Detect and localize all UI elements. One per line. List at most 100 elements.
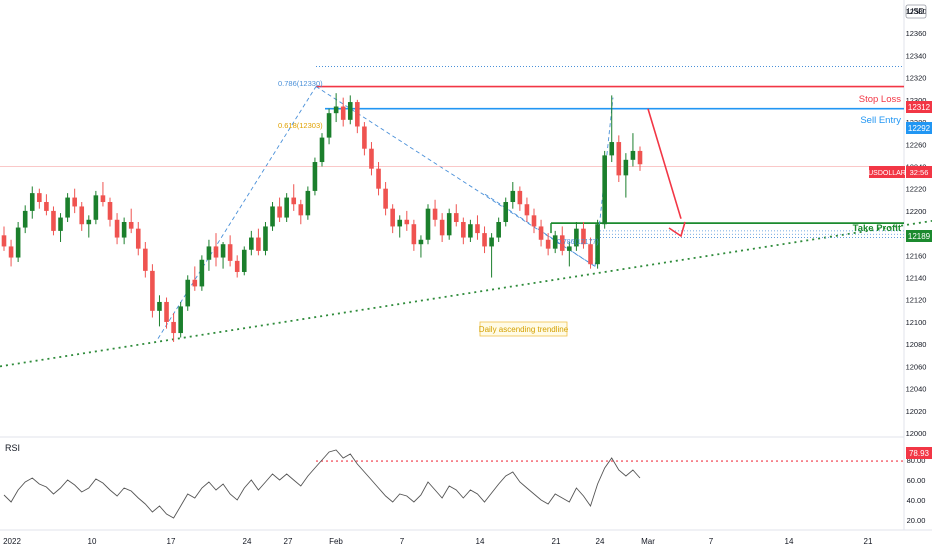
date-tick: 14 — [476, 537, 485, 546]
rsi-axis[interactable]: 80.00 60.00 40.00 20.00 — [907, 456, 926, 525]
candle-body — [581, 228, 586, 245]
candle-body — [425, 208, 431, 240]
candle-body — [432, 208, 438, 220]
candle-body — [206, 246, 212, 260]
rsi-tick: 20.00 — [907, 516, 926, 525]
candle-body — [383, 188, 388, 209]
candle-body — [312, 162, 318, 191]
candle-body — [531, 215, 537, 227]
price-tick: 12100 — [906, 318, 927, 327]
rsi-line — [3, 449, 641, 519]
candle-body — [51, 210, 56, 231]
price-tick: 12160 — [906, 251, 927, 260]
date-tick: 17 — [167, 537, 176, 546]
rsi-tick: 60.00 — [907, 476, 926, 485]
stop-loss-badge-text: 12312 — [908, 103, 931, 112]
candle-body — [107, 202, 113, 220]
rsi-title: RSI — [5, 443, 20, 453]
currency-label: USD — [908, 7, 925, 16]
fib-leg-1 — [157, 86, 317, 339]
candle-body — [93, 195, 99, 220]
candle-body — [150, 270, 155, 311]
candle-body — [616, 142, 622, 176]
candle-body — [609, 142, 615, 156]
candle-body — [545, 239, 551, 249]
candles-layer — [1, 93, 643, 342]
candle-body — [178, 306, 183, 334]
trendline-note-box — [479, 321, 568, 337]
candle-body — [439, 219, 445, 236]
candle-body — [510, 190, 516, 203]
candle-body — [291, 197, 297, 205]
candle-body — [100, 195, 106, 203]
candle-body — [355, 102, 360, 127]
date-tick: 7 — [709, 537, 714, 546]
candle-body — [390, 208, 395, 227]
candle-body — [552, 235, 558, 249]
fib-618-label: 0.618(12303) — [278, 121, 323, 130]
sell-entry-label: Sell Entry — [860, 115, 901, 126]
take-profit-label: Take Profit — [853, 223, 902, 234]
date-axis[interactable]: 2022 10 17 24 27 Feb 7 14 21 24 Mar 7 14 21 — [3, 537, 873, 546]
candle-body — [164, 301, 169, 322]
symbol-badge — [869, 166, 905, 178]
date-tick: 21 — [864, 537, 873, 546]
take-profit-badge — [906, 230, 932, 242]
price-tick: 12300 — [906, 96, 927, 105]
rsi-tick: 40.00 — [907, 496, 926, 505]
candle-body — [489, 237, 494, 247]
take-profit-badge-text: 12189 — [908, 232, 931, 241]
currency-box — [905, 4, 927, 19]
candle-body — [574, 228, 579, 247]
rsi-tick: 80.00 — [907, 456, 926, 465]
candle-body — [114, 219, 120, 238]
candle-body — [22, 210, 28, 228]
candle-body — [199, 259, 205, 287]
candle-body — [567, 246, 572, 251]
price-tick: 12000 — [906, 429, 927, 438]
rsi-level-badge-text: 78.93 — [909, 449, 930, 458]
candle-body — [135, 228, 141, 249]
candle-body — [326, 113, 332, 138]
candle-body — [143, 248, 148, 271]
candle-body — [362, 126, 367, 149]
candle-body — [637, 150, 643, 165]
rsi-level-badge — [906, 447, 932, 459]
candle-body — [220, 244, 226, 258]
price-tick: 12340 — [906, 51, 927, 60]
candle-body — [192, 279, 198, 287]
price-tick: 12360 — [906, 29, 927, 38]
candle-body — [185, 279, 191, 307]
candle-body — [623, 159, 629, 176]
date-tick: 2022 — [3, 537, 21, 546]
candle-body — [340, 106, 346, 120]
symbol-badge-text: USDOLLAR — [868, 170, 906, 177]
date-tick: 27 — [284, 537, 293, 546]
candle-body — [538, 226, 544, 240]
candle-body — [263, 226, 268, 251]
projection-arrow-shaft — [647, 108, 682, 219]
price-tick: 12140 — [906, 274, 927, 283]
fib-786-label: 0.786(12330) — [278, 79, 323, 88]
candle-body — [397, 219, 403, 227]
sell-entry-badge — [906, 122, 932, 134]
price-axis[interactable]: 1238012360123401232012300122801226012240… — [906, 7, 927, 438]
candle-body — [37, 193, 42, 203]
candle-body — [277, 206, 282, 218]
candle-body — [524, 204, 530, 216]
annotations-layer — [647, 108, 686, 238]
candle-body — [319, 137, 325, 163]
countdown-badge — [906, 166, 932, 178]
candle-body — [517, 190, 523, 205]
fib-786-small-label: 0.786(12177) — [557, 239, 599, 246]
candle-body — [58, 217, 63, 231]
price-tick: 12060 — [906, 362, 927, 371]
stop-loss-badge — [906, 101, 932, 113]
candle-body — [241, 249, 247, 272]
candle-body — [298, 204, 304, 216]
candle-body — [234, 260, 240, 272]
candle-body — [270, 206, 275, 227]
candle-body — [29, 193, 35, 211]
candle-body — [503, 202, 509, 222]
